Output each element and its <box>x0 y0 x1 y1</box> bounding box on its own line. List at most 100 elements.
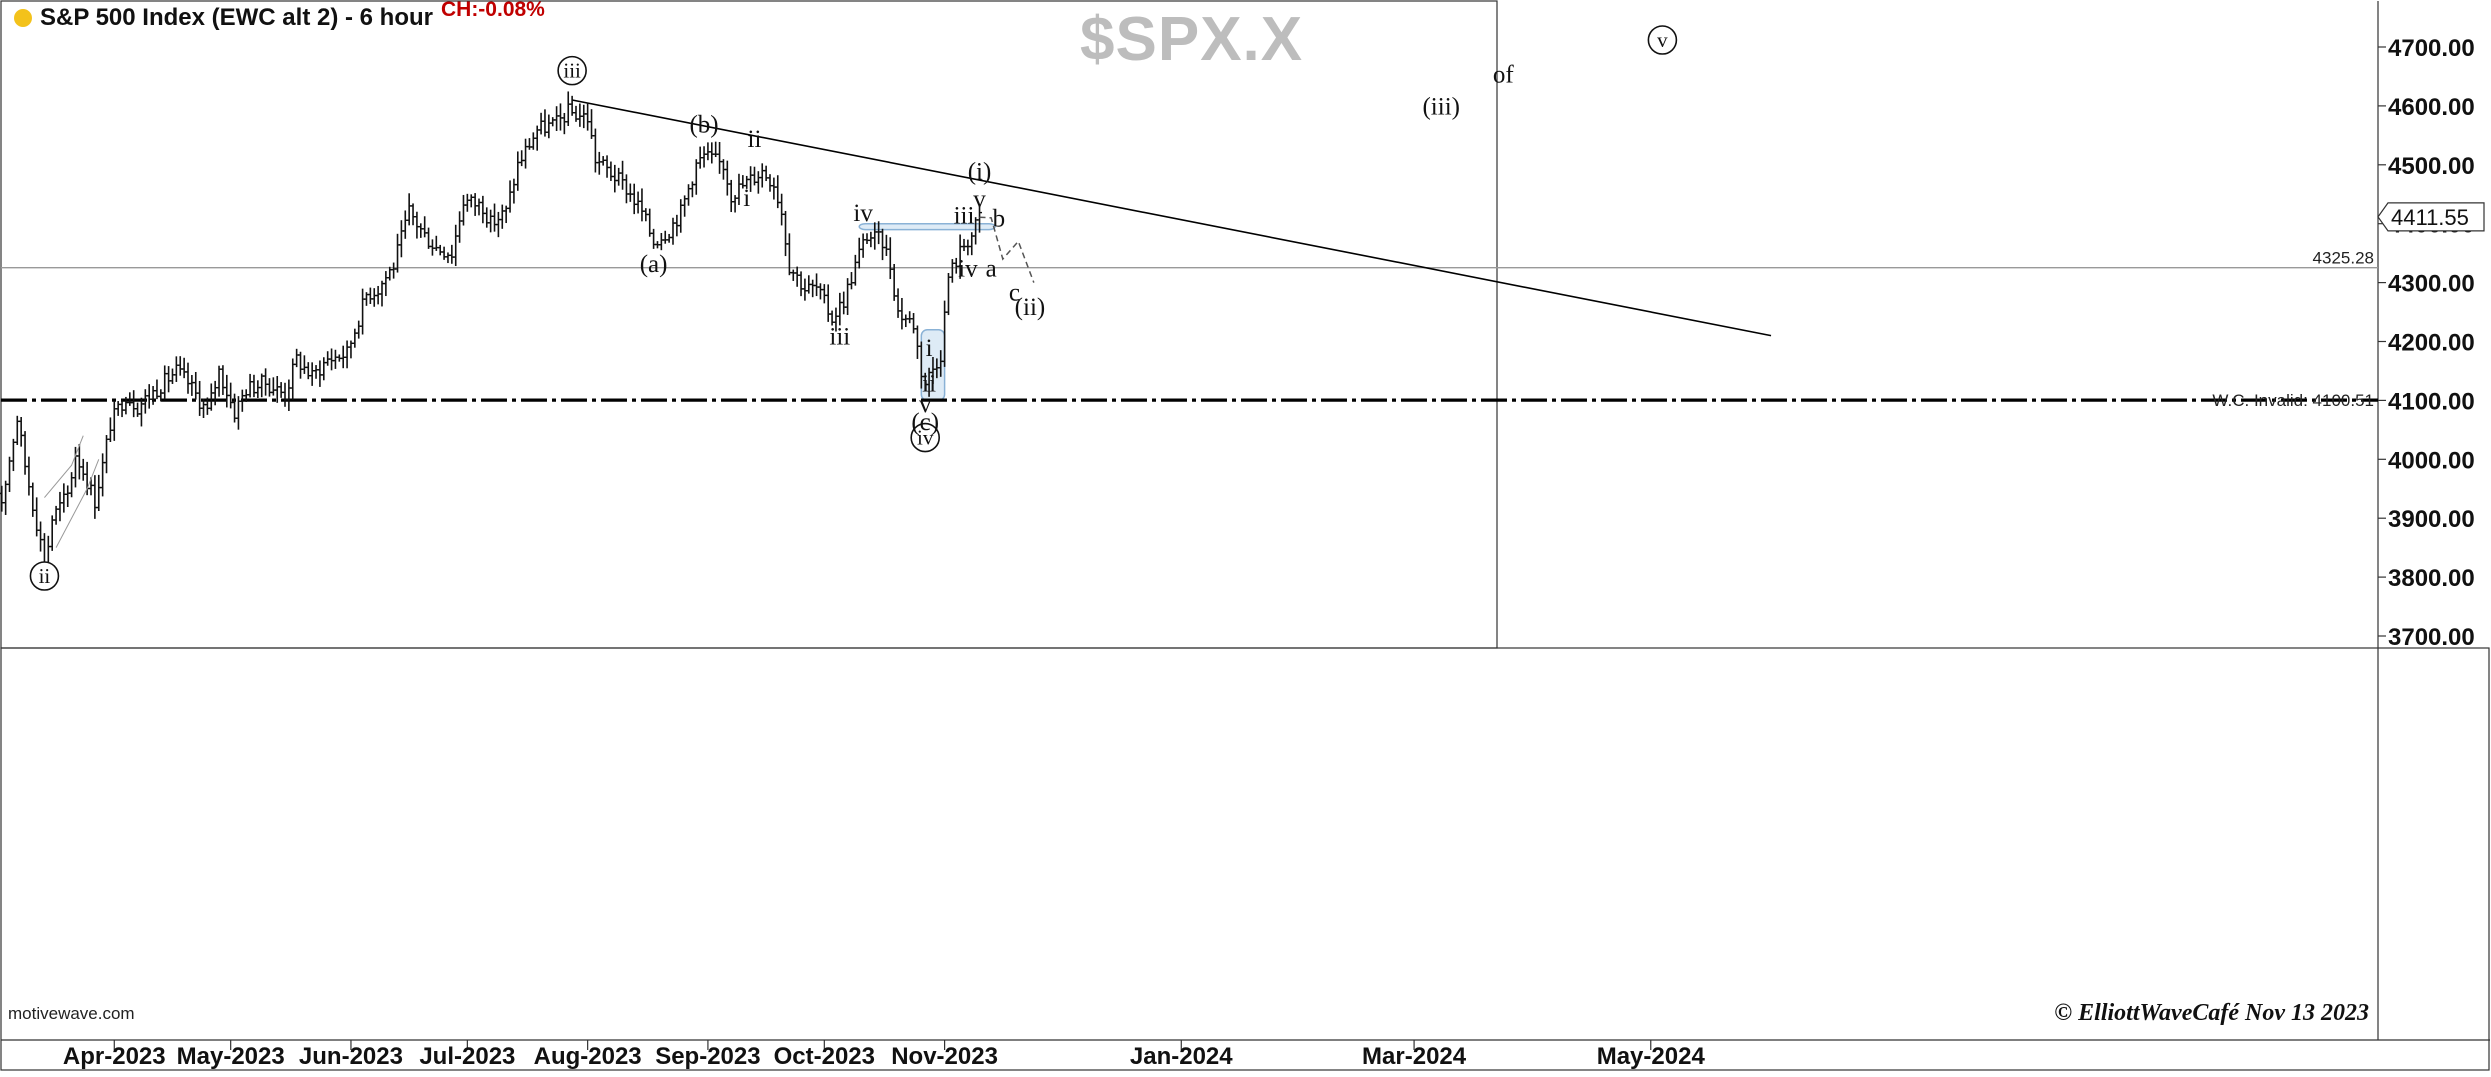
ohlc-bar <box>799 271 804 296</box>
ohlc-bar <box>841 292 846 315</box>
ohlc-bar <box>868 232 873 247</box>
ohlc-bar <box>837 293 842 326</box>
ohlc-bar <box>632 184 637 214</box>
ohlc-bar <box>345 341 350 369</box>
ohlc-bar <box>667 234 672 243</box>
ohlc-bar <box>473 193 478 216</box>
ohlc-bar <box>659 233 664 250</box>
ohlc-bar <box>104 435 109 473</box>
ohlc-bar <box>791 270 796 281</box>
x-tick-label: Sep-2023 <box>655 1043 760 1070</box>
ohlc-bar <box>694 159 699 195</box>
ohlc-bar <box>480 196 485 223</box>
ohlc-bar <box>663 231 668 244</box>
ohlc-bar <box>193 372 198 400</box>
ohlc-bar <box>422 216 427 237</box>
ohlc-bar <box>686 184 691 206</box>
ohlc-bar <box>92 475 97 519</box>
x-tick-label: Jun-2023 <box>299 1043 403 1070</box>
ohlc-bar <box>484 207 489 227</box>
ohlc-bar <box>597 152 602 175</box>
ohlc-bar <box>387 267 392 281</box>
ohlc-bar <box>861 234 866 258</box>
wave-label-text: v <box>1657 28 1668 52</box>
ohlc-bar <box>717 142 722 174</box>
ohlc-bar <box>500 205 505 229</box>
ohlc-bar <box>593 129 598 173</box>
y-tick-label: 4700.00 <box>2388 35 2475 62</box>
wave-label-circled: v <box>1648 26 1676 54</box>
ohlc-bar <box>391 263 396 279</box>
ohlc-bar <box>279 382 284 398</box>
ohlc-bar <box>368 288 373 304</box>
wave-label: of <box>1493 61 1515 88</box>
x-tick-label: Nov-2023 <box>891 1043 998 1070</box>
x-tick-label: May-2024 <box>1597 1043 1706 1070</box>
ohlc-bar <box>376 286 381 304</box>
ohlc-bar <box>426 228 431 249</box>
ohlc-bar <box>605 155 610 177</box>
wave-label: (ii) <box>1015 294 1046 321</box>
ohlc-bar <box>771 178 776 200</box>
wave-label-circled: iii <box>558 57 586 85</box>
wave-label: (a) <box>640 251 668 278</box>
ohlc-bar <box>197 381 202 416</box>
ohlc-bar <box>407 193 412 225</box>
ohlc-bar <box>434 236 439 251</box>
ohlc-bar <box>85 462 90 495</box>
wave-label: b <box>993 206 1006 233</box>
ohlc-bar <box>519 150 524 166</box>
ohlc-bar <box>166 366 171 392</box>
x-tick-label: Mar-2024 <box>1362 1043 1467 1070</box>
ohlc-bar <box>768 174 773 192</box>
ohlc-bar <box>302 355 307 374</box>
x-tick-label: Oct-2023 <box>774 1043 875 1070</box>
ohlc-bar <box>702 146 707 167</box>
ohlc-bar <box>488 210 493 233</box>
ohlc-bar <box>271 377 276 395</box>
ohlc-bar <box>624 174 629 203</box>
change-value: CH:-0.08% <box>441 0 545 22</box>
last-price-tag: 4411.55 <box>2378 203 2484 231</box>
ohlc-bar <box>899 298 904 329</box>
ohlc-bar <box>317 360 322 386</box>
wave-label: i <box>926 335 933 362</box>
ohlc-bar <box>566 91 571 126</box>
ohlc-bar <box>267 378 272 396</box>
ohlc-bar <box>810 280 815 297</box>
ohlc-bar <box>962 239 967 251</box>
ohlc-bar <box>589 109 594 139</box>
ohlc-bar <box>224 375 229 408</box>
ohlc-bar <box>81 459 86 481</box>
ohlc-bar <box>608 162 613 181</box>
ohlc-bar <box>286 380 291 411</box>
ohlc-bar <box>445 252 450 263</box>
ohlc-bar <box>729 180 734 212</box>
wave-label: (b) <box>689 111 718 138</box>
wave-label: iii <box>954 203 975 230</box>
ohlc-bar <box>461 195 466 226</box>
ohlc-bar <box>853 255 858 286</box>
ohlc-bar <box>151 386 156 405</box>
ohlc-bar <box>880 229 885 260</box>
ohlc-bar <box>477 199 482 216</box>
ohlc-bar <box>822 284 827 303</box>
ohlc-bar <box>310 362 315 386</box>
ohlc-bar <box>802 279 807 301</box>
ohlc-bar <box>558 103 563 130</box>
ohlc-bar <box>57 492 62 521</box>
plot-frame <box>1 1 1497 648</box>
ohlc-bar <box>15 416 20 445</box>
ohlc-bar <box>251 375 256 397</box>
ohlc-bar <box>61 483 66 512</box>
ohlc-bar <box>135 403 140 417</box>
ohlc-bar <box>628 184 633 202</box>
ohlc-bar <box>333 350 338 369</box>
ohlc-bar <box>189 375 194 396</box>
copyright-note: © ElliottWaveCafé Nov 13 2023 <box>2054 1000 2369 1027</box>
ohlc-bar <box>527 138 532 150</box>
ohlc-bar <box>783 211 788 256</box>
ohlc-bar <box>581 105 586 128</box>
